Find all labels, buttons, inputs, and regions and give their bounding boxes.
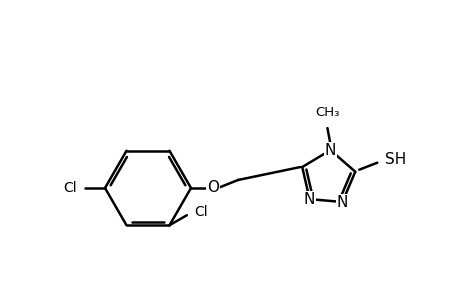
Text: N: N <box>324 142 336 158</box>
Text: SH: SH <box>385 152 406 167</box>
Text: N: N <box>336 194 347 209</box>
Text: O: O <box>207 181 218 196</box>
Text: N: N <box>303 192 314 207</box>
Text: Cl: Cl <box>63 181 77 195</box>
Text: Cl: Cl <box>193 205 207 219</box>
Text: CH₃: CH₃ <box>314 106 339 119</box>
